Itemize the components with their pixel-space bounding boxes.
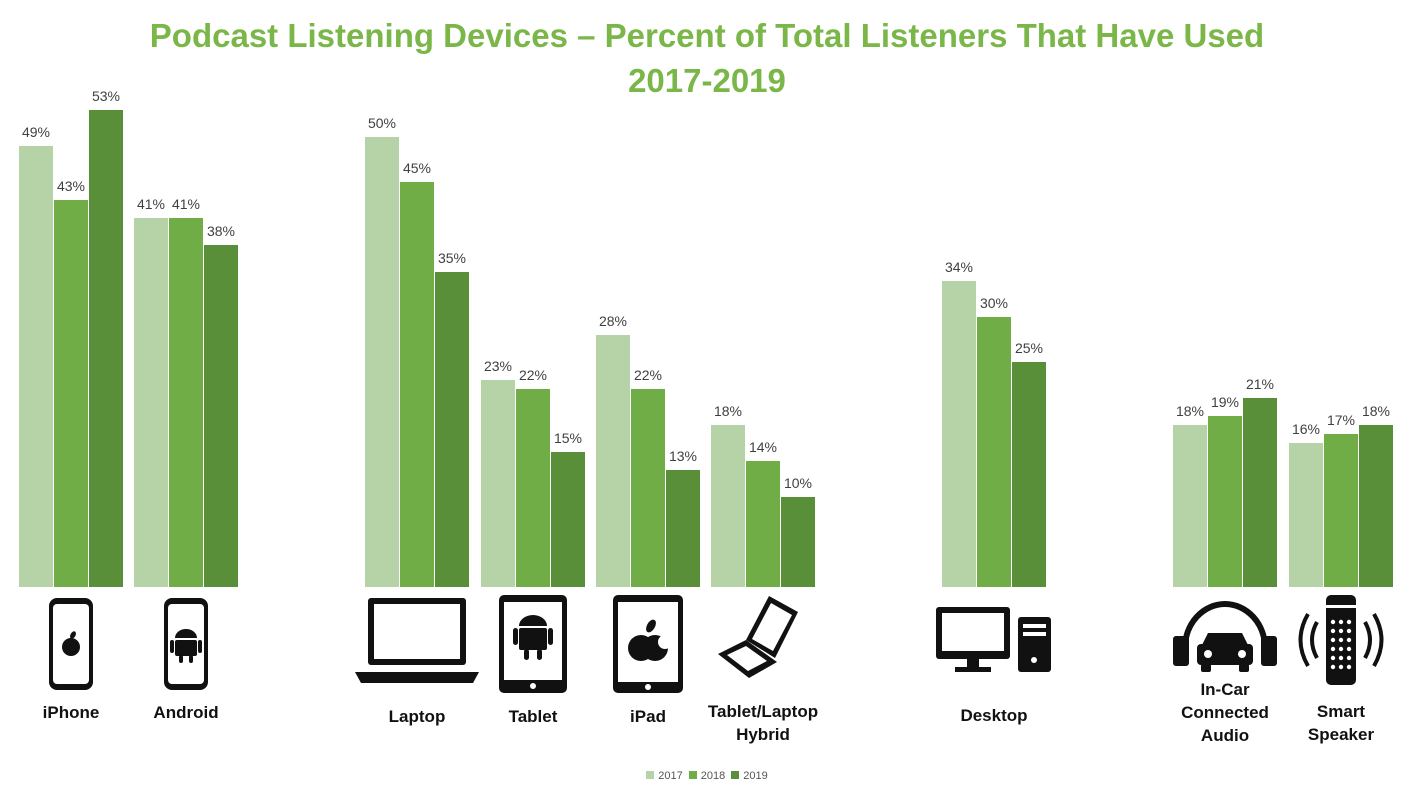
data-label: 28% <box>599 313 627 329</box>
legend-label: 2017 <box>658 770 683 782</box>
data-label: 18% <box>714 403 742 419</box>
data-label: 25% <box>1015 340 1043 356</box>
desktop-computer-icon <box>936 607 1051 672</box>
bar-chart: 49% 43% 53% 41% 41% 38% 50% 45% 35% 23% 22% 15% 28% 2… <box>19 88 1393 693</box>
data-label: 30% <box>980 295 1008 311</box>
bar <box>19 146 53 587</box>
android-phone-icon <box>164 598 208 690</box>
bar <box>54 200 88 587</box>
bar <box>365 137 399 587</box>
ipad-icon <box>613 595 683 693</box>
bar <box>942 281 976 587</box>
smart-speaker-icon <box>1298 595 1384 685</box>
category-label-line: Smart <box>1316 702 1366 721</box>
bar <box>134 218 168 587</box>
bar <box>977 317 1011 587</box>
category-label-line: Speaker <box>1307 725 1375 744</box>
data-label: 18% <box>1176 403 1204 419</box>
data-label: 43% <box>57 178 85 194</box>
data-label: 21% <box>1246 376 1274 392</box>
legend-label: 2019 <box>743 770 768 782</box>
bar <box>631 389 665 587</box>
data-label: 53% <box>92 88 120 104</box>
category-label: iPhone <box>1 701 141 724</box>
legend-swatch <box>646 771 655 779</box>
bar <box>1359 425 1393 587</box>
data-label: 50% <box>368 115 396 131</box>
data-label: 22% <box>519 367 547 383</box>
bar <box>1324 434 1358 587</box>
bar <box>204 245 238 587</box>
legend-swatch <box>688 771 697 779</box>
bar <box>551 452 585 587</box>
chart-legend: 2017 2018 2019 <box>0 770 1414 782</box>
category-label: Laptop <box>347 705 487 728</box>
bar <box>711 425 745 587</box>
data-label: 14% <box>749 439 777 455</box>
bar <box>781 497 815 587</box>
data-label: 17% <box>1327 412 1355 428</box>
bar <box>1289 443 1323 587</box>
bar <box>1012 362 1046 587</box>
legend-item: 2019 <box>731 770 768 782</box>
car-headphones-icon <box>1173 601 1277 672</box>
bar <box>481 380 515 587</box>
bar <box>516 389 550 587</box>
data-label: 35% <box>438 250 466 266</box>
category-label-line: iPhone <box>42 703 100 722</box>
chart-title: Podcast Listening Devices – Percent of T… <box>149 17 1265 54</box>
category-label: iPad <box>578 705 718 728</box>
data-label: 41% <box>172 196 200 212</box>
category-label: In-Car Connected Audio <box>1155 678 1295 747</box>
category-label-line: Audio <box>1200 726 1250 745</box>
data-label: 45% <box>403 160 431 176</box>
category-label: Tablet <box>463 705 603 728</box>
data-label: 18% <box>1362 403 1390 419</box>
data-label: 38% <box>207 223 235 239</box>
category-label-line: Connected <box>1181 703 1269 722</box>
category-label-line: Tablet <box>508 707 558 726</box>
data-label: 10% <box>784 475 812 491</box>
bar <box>1208 416 1242 587</box>
category-label-line: Hybrid <box>736 725 790 744</box>
laptop-icon <box>355 598 479 683</box>
data-label: 49% <box>22 124 50 140</box>
data-label: 23% <box>484 358 512 374</box>
bar <box>400 182 434 587</box>
bar <box>169 218 203 587</box>
legend-swatch <box>731 771 740 779</box>
data-label: 15% <box>554 430 582 446</box>
data-label: 19% <box>1211 394 1239 410</box>
chart-subtitle: 2017-2019 <box>628 62 786 99</box>
legend-label: 2018 <box>700 770 726 782</box>
category-label-line: Tablet/Laptop <box>707 702 819 721</box>
bar <box>1173 425 1207 587</box>
category-label: Android <box>116 701 256 724</box>
bar <box>746 461 780 587</box>
bar <box>666 470 700 587</box>
bar <box>1243 398 1277 587</box>
data-label: 13% <box>669 448 697 464</box>
data-label: 34% <box>945 259 973 275</box>
data-label: 41% <box>137 196 165 212</box>
bar <box>435 272 469 587</box>
category-label-line: Android <box>153 703 219 722</box>
category-label: Smart Speaker <box>1271 700 1411 746</box>
data-label: 22% <box>634 367 662 383</box>
hybrid-laptop-icon <box>718 596 798 678</box>
data-label: 16% <box>1292 421 1320 437</box>
category-label: Tablet/Laptop Hybrid <box>693 700 833 746</box>
category-label-line: In-Car <box>1200 680 1250 699</box>
bar <box>89 110 123 587</box>
bar <box>596 335 630 587</box>
category-label-line: Laptop <box>388 707 446 726</box>
android-tablet-icon <box>499 595 567 693</box>
legend-item: 2017 <box>646 770 683 782</box>
category-label-line: iPad <box>630 707 666 726</box>
iphone-icon <box>49 598 93 690</box>
category-label: Desktop <box>924 704 1064 727</box>
category-label-line: Desktop <box>960 706 1028 725</box>
legend-item: 2018 <box>688 770 726 782</box>
